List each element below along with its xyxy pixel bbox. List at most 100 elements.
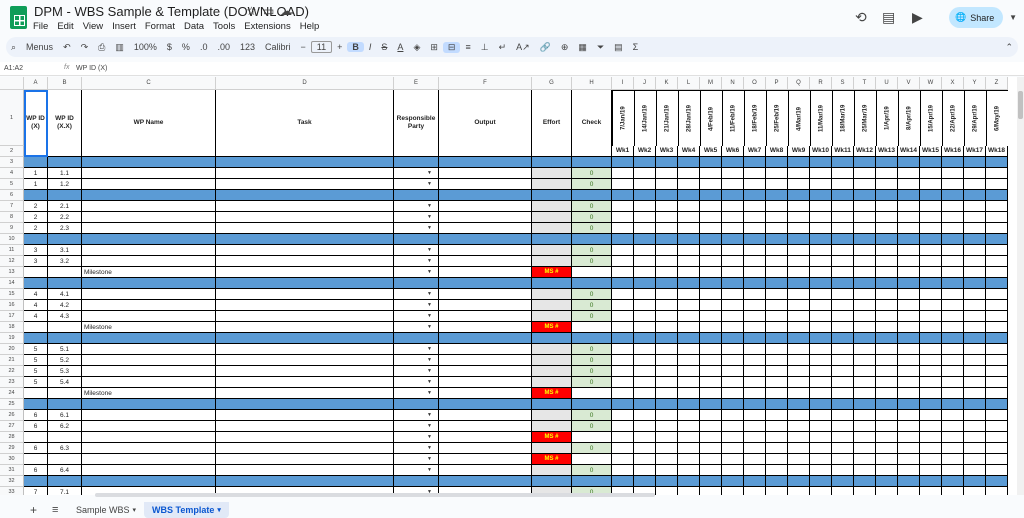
responsible-party-dropdown[interactable]: ▼: [394, 421, 439, 432]
gantt-cell[interactable]: [876, 212, 898, 223]
gantt-cell[interactable]: [744, 168, 766, 179]
gantt-cell[interactable]: [678, 355, 700, 366]
dropdown-arrow-icon[interactable]: ▼: [427, 313, 432, 319]
gantt-cell[interactable]: [634, 410, 656, 421]
phase-header-cell[interactable]: [832, 234, 854, 245]
gantt-cell[interactable]: [898, 377, 920, 388]
phase-header-cell[interactable]: [964, 278, 986, 289]
phase-header-cell[interactable]: [572, 278, 612, 289]
gantt-cell[interactable]: [986, 322, 1008, 333]
phase-header-cell[interactable]: [832, 278, 854, 289]
phase-header-cell[interactable]: [986, 476, 1008, 487]
wp-sub-id-cell[interactable]: 1.2: [48, 179, 82, 190]
gantt-cell[interactable]: [986, 311, 1008, 322]
sheet-tab[interactable]: WBS Template ▾: [144, 502, 229, 518]
gantt-cell[interactable]: [766, 355, 788, 366]
phase-header-cell[interactable]: [832, 190, 854, 201]
phase-header-cell[interactable]: [898, 157, 920, 168]
phase-header-cell[interactable]: [964, 333, 986, 344]
gantt-cell[interactable]: [612, 355, 634, 366]
gantt-cell[interactable]: [700, 487, 722, 495]
gantt-cell[interactable]: [986, 256, 1008, 267]
gantt-cell[interactable]: [964, 344, 986, 355]
gantt-cell[interactable]: [634, 289, 656, 300]
column-header-h[interactable]: H: [572, 77, 612, 90]
responsible-party-dropdown[interactable]: ▼: [394, 355, 439, 366]
phase-header-cell[interactable]: [634, 476, 656, 487]
phase-header-cell[interactable]: [986, 399, 1008, 410]
wp-name-cell[interactable]: [82, 355, 216, 366]
gantt-cell[interactable]: [700, 267, 722, 278]
row-header[interactable]: 21: [0, 355, 24, 366]
dropdown-arrow-icon[interactable]: ▼: [427, 214, 432, 220]
dropdown-arrow-icon[interactable]: ▼: [427, 434, 432, 440]
gantt-cell[interactable]: [942, 256, 964, 267]
wp-id-cell[interactable]: 4: [24, 311, 48, 322]
column-header-o[interactable]: O: [744, 77, 766, 90]
name-box[interactable]: A1:A2: [4, 65, 24, 72]
phase-header-cell[interactable]: [394, 333, 439, 344]
phase-header-cell[interactable]: [48, 190, 82, 201]
week-date-header[interactable]: 8/Apr/19: [898, 90, 920, 146]
wp-sub-id-cell[interactable]: 1.1: [48, 168, 82, 179]
gantt-cell[interactable]: [766, 366, 788, 377]
effort-cell[interactable]: [532, 179, 572, 190]
gantt-cell[interactable]: [942, 289, 964, 300]
wp-name-cell[interactable]: Milestone: [82, 388, 216, 399]
wp-id-cell[interactable]: 4: [24, 289, 48, 300]
gantt-cell[interactable]: [942, 355, 964, 366]
gantt-cell[interactable]: [876, 377, 898, 388]
task-cell[interactable]: [216, 256, 394, 267]
cell[interactable]: [48, 322, 82, 333]
gantt-cell[interactable]: [898, 311, 920, 322]
document-title[interactable]: DPM - WBS Sample & Template (DOWNLOAD): [34, 4, 309, 19]
row-header[interactable]: 20: [0, 344, 24, 355]
phase-header-cell[interactable]: [634, 234, 656, 245]
phase-header-cell[interactable]: [744, 476, 766, 487]
gantt-cell[interactable]: [920, 322, 942, 333]
phase-header-cell[interactable]: [898, 333, 920, 344]
gantt-cell[interactable]: [876, 201, 898, 212]
fill-color-icon[interactable]: ◈: [413, 41, 421, 52]
gantt-cell[interactable]: [744, 421, 766, 432]
gantt-cell[interactable]: [832, 245, 854, 256]
gantt-cell[interactable]: [656, 377, 678, 388]
output-cell[interactable]: [439, 432, 532, 443]
row-header[interactable]: 28: [0, 432, 24, 443]
task-cell[interactable]: [216, 454, 394, 465]
gantt-cell[interactable]: [942, 388, 964, 399]
gantt-cell[interactable]: [920, 300, 942, 311]
column-header-v[interactable]: V: [898, 77, 920, 90]
phase-header-cell[interactable]: [744, 157, 766, 168]
gantt-cell[interactable]: [832, 179, 854, 190]
wp-name-cell[interactable]: [82, 454, 216, 465]
wp-id-cell[interactable]: 2: [24, 223, 48, 234]
share-dropdown-icon[interactable]: ▼: [1009, 13, 1017, 22]
effort-cell[interactable]: [532, 300, 572, 311]
week-date-header[interactable]: 21/Jan/19: [656, 90, 678, 146]
phase-header-cell[interactable]: [986, 157, 1008, 168]
phase-header-cell[interactable]: [48, 399, 82, 410]
phase-header-cell[interactable]: [656, 333, 678, 344]
gantt-cell[interactable]: [766, 410, 788, 421]
gantt-cell[interactable]: [986, 300, 1008, 311]
phase-header-cell[interactable]: [766, 278, 788, 289]
gantt-cell[interactable]: [722, 366, 744, 377]
row-header[interactable]: 32: [0, 476, 24, 487]
week-date-header[interactable]: 11/Mar/19: [810, 90, 832, 146]
gantt-cell[interactable]: [964, 432, 986, 443]
gantt-cell[interactable]: [964, 212, 986, 223]
wp-name-cell[interactable]: [82, 256, 216, 267]
phase-header-cell[interactable]: [24, 399, 48, 410]
phase-header-cell[interactable]: [920, 234, 942, 245]
wp-sub-id-cell[interactable]: 4.1: [48, 289, 82, 300]
check-cell[interactable]: 0: [572, 168, 612, 179]
phase-header-cell[interactable]: [854, 333, 876, 344]
gantt-cell[interactable]: [766, 256, 788, 267]
gantt-cell[interactable]: [788, 344, 810, 355]
gantt-cell[interactable]: [612, 311, 634, 322]
output-cell[interactable]: [439, 267, 532, 278]
gantt-cell[interactable]: [634, 322, 656, 333]
gantt-cell[interactable]: [700, 355, 722, 366]
output-cell[interactable]: [439, 388, 532, 399]
